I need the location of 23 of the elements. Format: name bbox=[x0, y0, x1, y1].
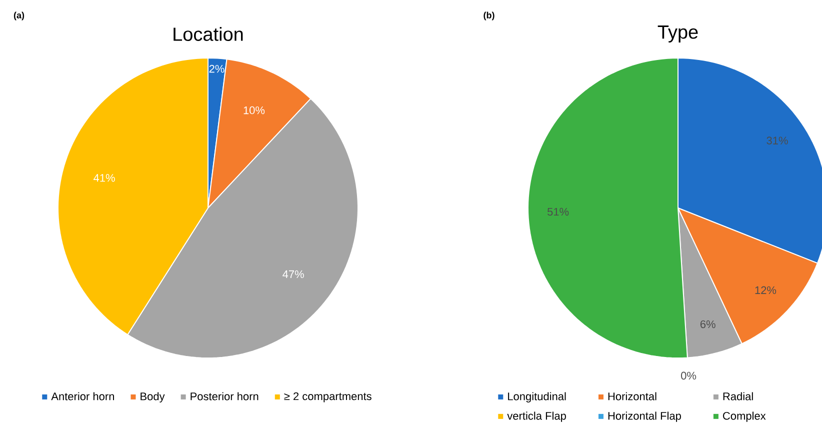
chart-title: Location bbox=[174, 27, 243, 41]
data-label: 51% bbox=[547, 208, 569, 216]
legend-label: Horizontal bbox=[608, 392, 656, 400]
data-label: 6% bbox=[700, 320, 716, 328]
legend-label: Longitudinal bbox=[508, 392, 566, 402]
data-label: 31% bbox=[766, 136, 788, 144]
text: (a) bbox=[14, 12, 24, 20]
data-label: 12% bbox=[755, 286, 776, 294]
data-label: 10% bbox=[244, 106, 265, 114]
data-label: 2% bbox=[209, 64, 224, 73]
chart-title: Type bbox=[658, 26, 698, 43]
legend-label: Complex bbox=[723, 412, 766, 422]
legend-label: ≥ 2 compartments bbox=[284, 392, 372, 402]
legend-label: verticla Flap bbox=[507, 412, 566, 422]
legend-label: Anterior horn bbox=[51, 392, 114, 400]
legend-label: Body bbox=[140, 392, 165, 402]
text: (b) bbox=[484, 12, 494, 20]
data-label: 41% bbox=[94, 174, 115, 182]
text: 0% bbox=[681, 372, 696, 380]
data-label: 47% bbox=[282, 270, 304, 278]
legend-label: Posterior horn bbox=[190, 392, 258, 400]
legend-label: Horizontal Flap bbox=[608, 412, 681, 422]
legend-label: Radial bbox=[723, 392, 753, 400]
